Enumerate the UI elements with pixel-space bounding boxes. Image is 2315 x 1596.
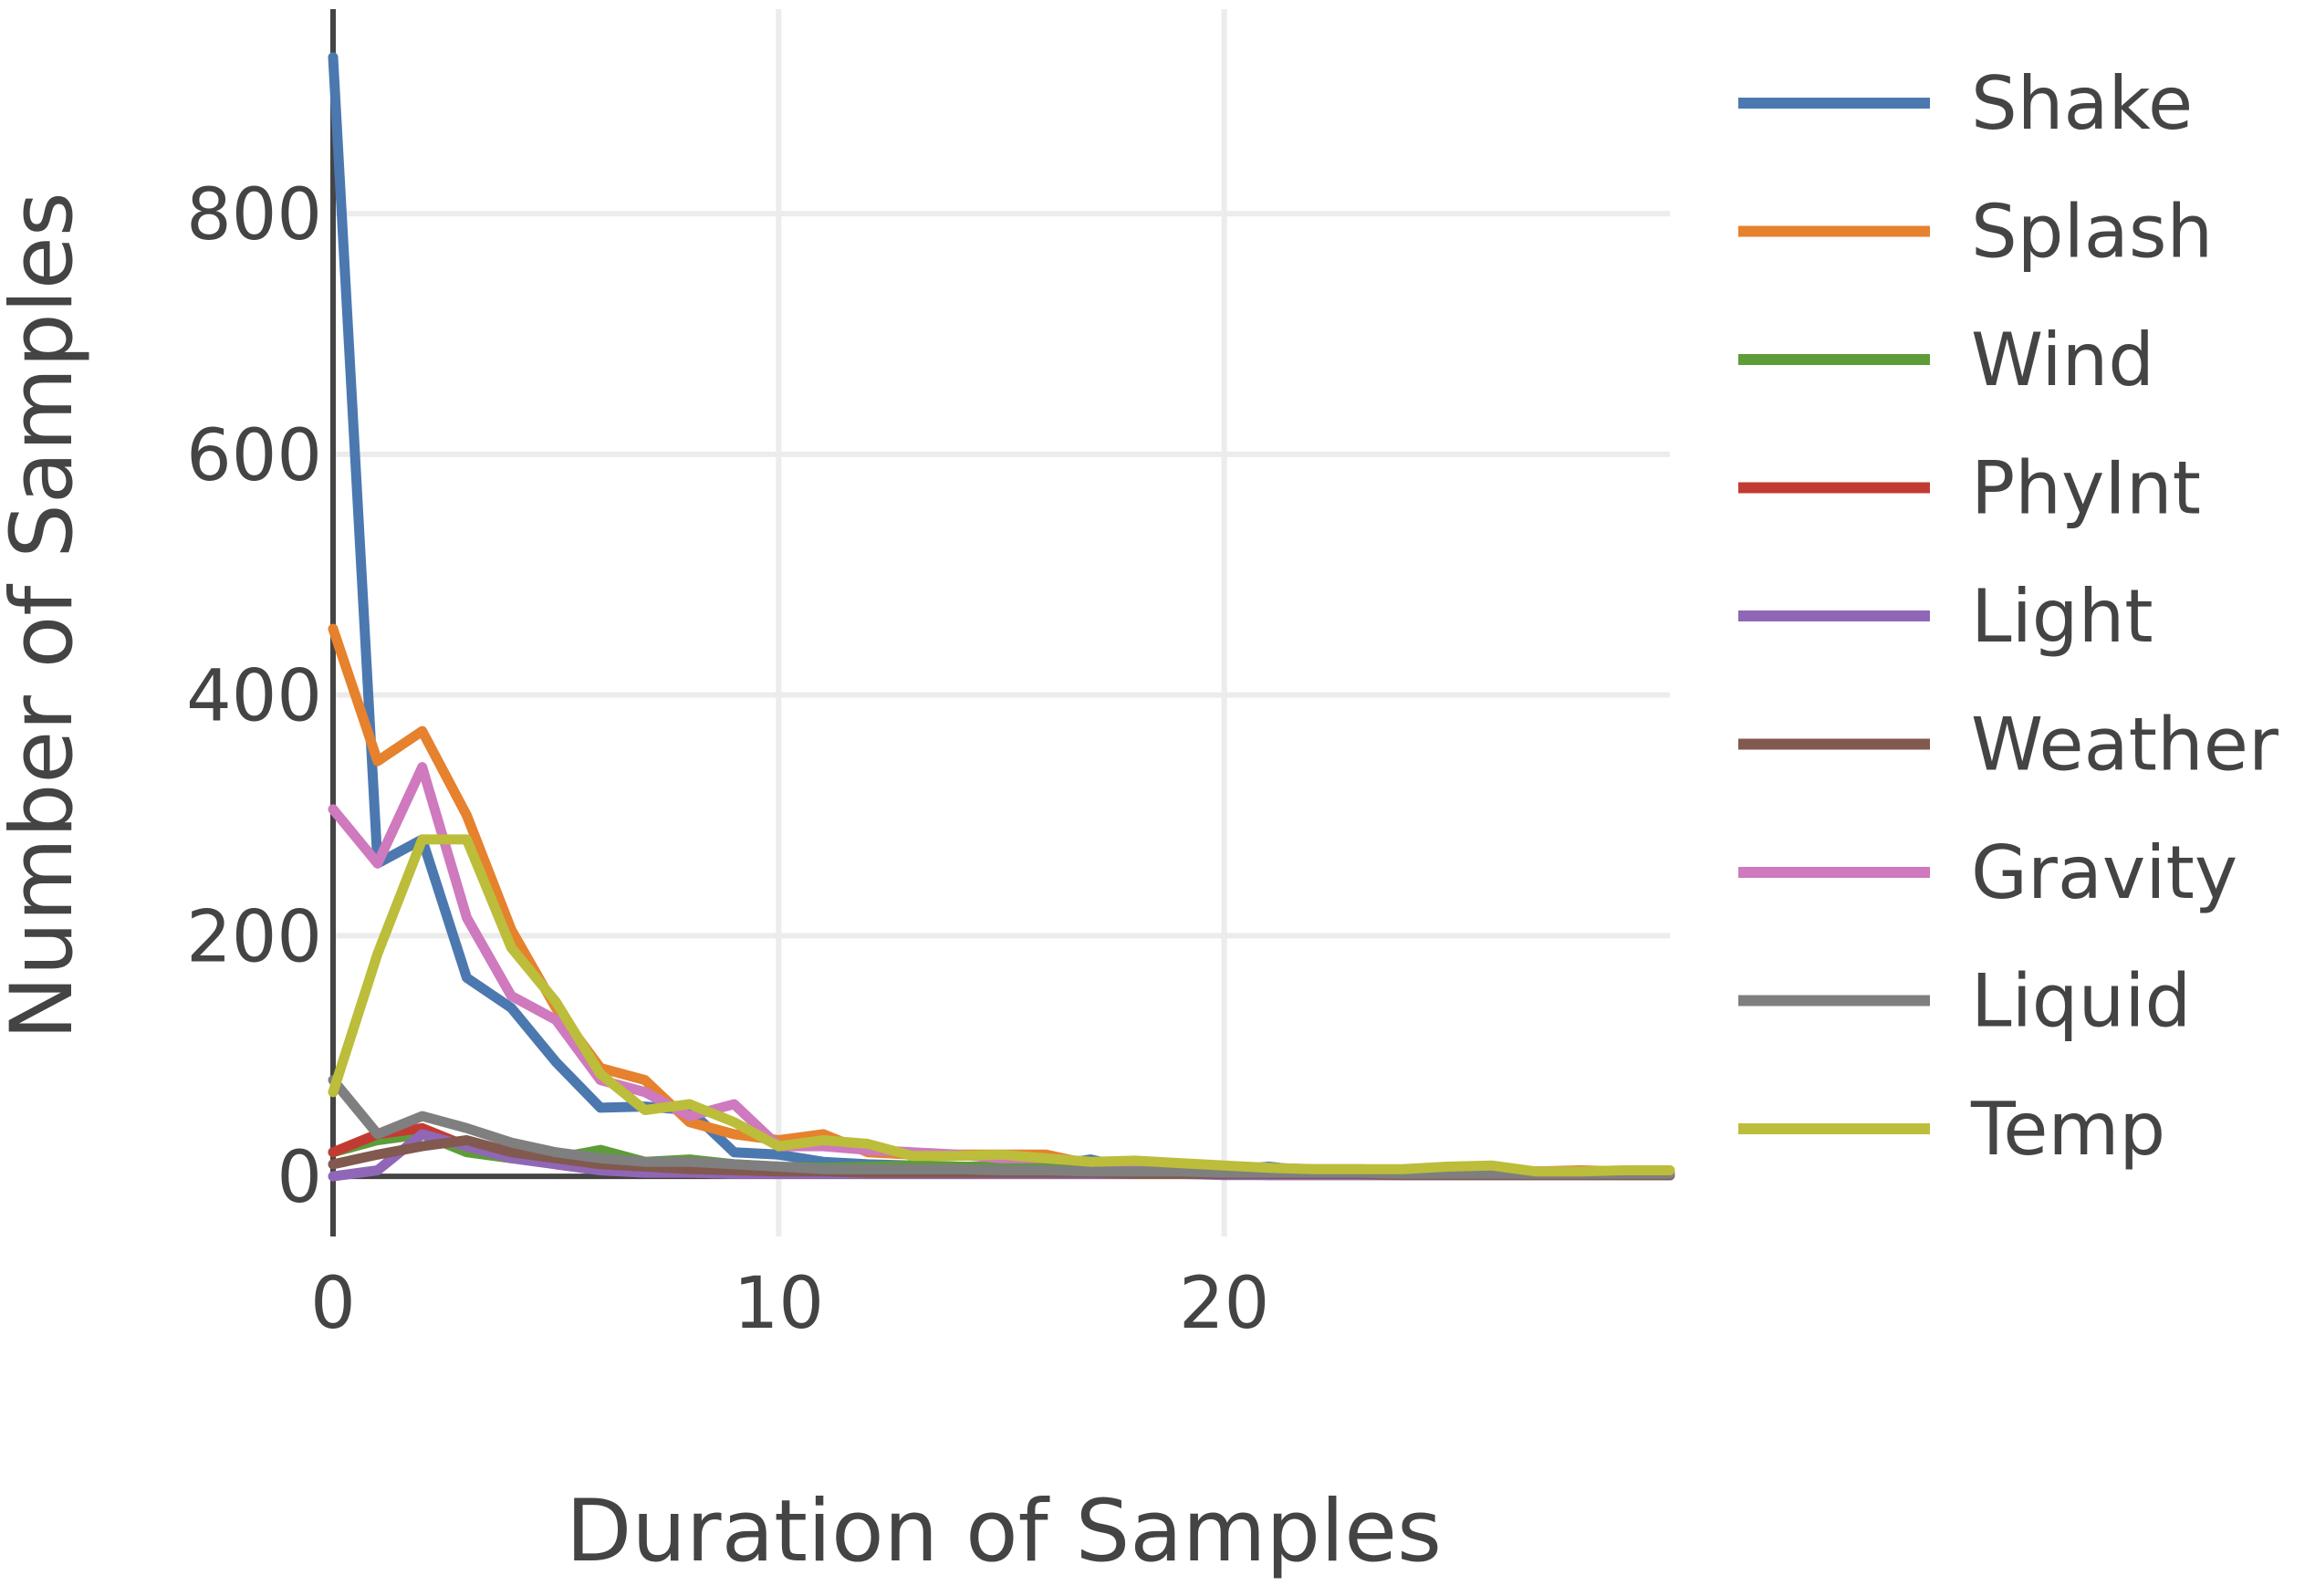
y-tick-label: 600 bbox=[186, 415, 322, 497]
series-line-splash bbox=[328, 623, 1675, 1177]
legend-label: PhyInt bbox=[1971, 446, 2201, 531]
grid-layer bbox=[333, 9, 1670, 1236]
y-tick-label: 800 bbox=[186, 174, 322, 256]
x-axis-title: Duration of Samples bbox=[566, 1482, 1442, 1581]
legend: Shake Splash Wind PhyInt Light Weather Gravity… bbox=[1738, 61, 2279, 1172]
x-tick-label: 0 bbox=[310, 1263, 356, 1345]
y-tick-label: 400 bbox=[186, 656, 322, 738]
legend-item-shake: Shake bbox=[1738, 61, 2193, 146]
legend-item-light: Light bbox=[1738, 574, 2153, 659]
legend-item-gravity: Gravity bbox=[1738, 830, 2237, 915]
legend-item-phyint: PhyInt bbox=[1738, 446, 2201, 531]
series-line-temp bbox=[328, 834, 1675, 1177]
legend-item-temp: Temp bbox=[1738, 1087, 2165, 1172]
legend-label: Gravity bbox=[1971, 830, 2237, 915]
legend-label: Wind bbox=[1971, 318, 2154, 402]
legend-item-wind: Wind bbox=[1738, 318, 2154, 402]
legend-label: Liquid bbox=[1971, 959, 2191, 1044]
x-tick-label: 20 bbox=[1179, 1263, 1269, 1345]
legend-item-liquid: Liquid bbox=[1738, 959, 2191, 1044]
legend-label: Temp bbox=[1970, 1087, 2165, 1172]
legend-label: Shake bbox=[1971, 61, 2193, 146]
x-tick-label: 10 bbox=[734, 1263, 824, 1345]
y-tick-label: 0 bbox=[276, 1137, 322, 1219]
series-line-liquid bbox=[328, 1075, 1675, 1179]
series-layer bbox=[328, 52, 1675, 1182]
y-axis-title: Number of Samples bbox=[0, 192, 92, 1039]
legend-item-weather: Weather bbox=[1738, 703, 2279, 788]
y-tick-label: 200 bbox=[186, 896, 322, 978]
legend-label: Light bbox=[1971, 574, 2153, 659]
tick-layer: 0 200 400 600 800 0 10 20 bbox=[186, 174, 1269, 1345]
legend-label: Weather bbox=[1971, 703, 2279, 788]
axis-layer bbox=[330, 9, 1670, 1236]
legend-label: Splash bbox=[1971, 190, 2213, 275]
legend-item-splash: Splash bbox=[1738, 190, 2213, 275]
